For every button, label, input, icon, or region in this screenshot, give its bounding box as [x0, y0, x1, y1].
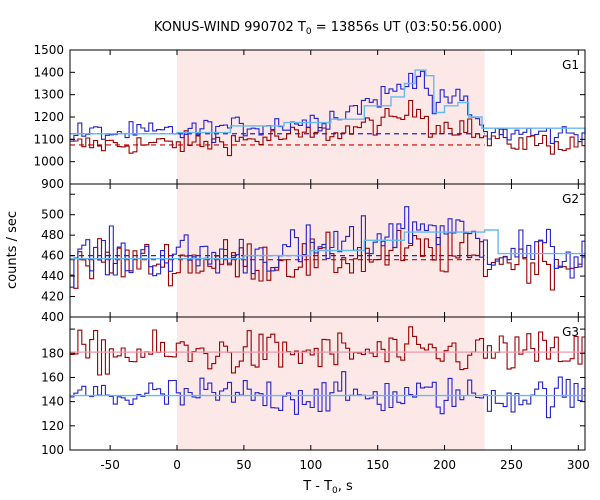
y-axis-label: counts / sec	[5, 211, 20, 289]
y-tick-label: 1000	[33, 155, 64, 169]
x-tick-label: 0	[173, 458, 181, 472]
y-tick-label: 460	[41, 249, 64, 263]
y-tick-label: 120	[41, 419, 64, 433]
x-axis-label: T - T0, s	[302, 479, 353, 496]
y-tick-label: 1500	[33, 43, 64, 57]
x-tick-label: 300	[567, 458, 590, 472]
y-tick-label: 100	[41, 443, 64, 457]
panel-g2: 400 420 440 460 480 500 G2	[41, 183, 586, 324]
x-tick-label: -50	[100, 458, 120, 472]
x-tick-label: 50	[236, 458, 251, 472]
y-tick-label: 1100	[33, 132, 64, 146]
panel-g1: 900 1000 1100 1200 1300 1400 1500 G1	[33, 43, 586, 191]
y-tick-label: 440	[41, 269, 64, 283]
y-tick-label: 140	[41, 395, 64, 409]
panel-frame	[69, 316, 586, 451]
y-tick-label: 160	[41, 370, 64, 384]
chart-title: KONUS-WIND 990702 T0 = 13856s UT (03:50:…	[154, 20, 502, 37]
panel-g3: 100 120 140 160 180 G3	[41, 316, 586, 457]
panel-name-label: G3	[562, 325, 579, 339]
y-tick-label: 400	[41, 310, 64, 324]
burst-interval-shading	[177, 317, 485, 450]
x-tick-label: 250	[500, 458, 523, 472]
series-red-line	[70, 229, 585, 291]
burst-interval-shading	[177, 50, 485, 184]
y-tick-label: 180	[41, 346, 64, 360]
y-tick-label: 420	[41, 290, 64, 304]
y-tick-label: 1200	[33, 110, 64, 124]
y-tick-label: 1400	[33, 65, 64, 79]
panel-name-label: G2	[562, 192, 579, 206]
y-tick-label: 1300	[33, 88, 64, 102]
y-tick-label: 500	[41, 208, 64, 222]
panels-group: 900100011001200130014001500G140042044046…	[33, 43, 589, 472]
y-tick-label: 900	[41, 177, 64, 191]
series-blue-line	[70, 371, 585, 419]
panel-name-label: G1	[562, 58, 579, 72]
fit-line	[70, 69, 586, 135]
y-tick-label: 480	[41, 228, 64, 242]
fit-line	[70, 229, 586, 260]
x-tick-label: 100	[299, 458, 322, 472]
x-tick-label: 200	[433, 458, 456, 472]
series-blue-line	[70, 206, 585, 288]
x-tick-label: 150	[366, 458, 389, 472]
